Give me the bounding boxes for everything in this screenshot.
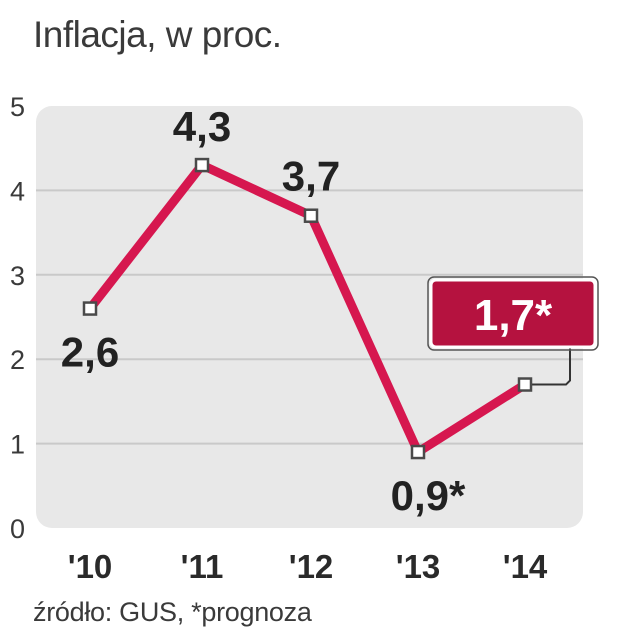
data-point-marker bbox=[517, 377, 533, 392]
y-tick-label: 0 bbox=[10, 514, 25, 544]
data-label: 3,7 bbox=[282, 153, 340, 200]
chart-title: Inflacja, w proc. bbox=[33, 14, 282, 55]
x-tick-label: '14 bbox=[503, 548, 548, 585]
plot-background bbox=[36, 106, 583, 528]
y-tick-label: 1 bbox=[10, 430, 25, 460]
highlight-box bbox=[429, 278, 597, 349]
data-point-marker bbox=[303, 208, 319, 223]
y-axis: 0 1 2 3 4 5 bbox=[10, 92, 25, 544]
y-tick-label: 5 bbox=[10, 92, 25, 122]
data-label: 4,3 bbox=[173, 103, 231, 150]
data-point-marker bbox=[82, 301, 98, 316]
data-label-highlight: 1,7* bbox=[474, 291, 553, 340]
x-tick-label: '12 bbox=[289, 548, 334, 585]
source-note: źródło: GUS, *prognoza bbox=[33, 597, 312, 627]
y-tick-label: 3 bbox=[10, 261, 25, 291]
callout-connector-layer bbox=[531, 347, 571, 386]
x-tick-label: '10 bbox=[68, 548, 113, 585]
data-label: 2,6 bbox=[61, 329, 119, 376]
data-point-marker bbox=[194, 157, 210, 173]
x-tick-label: '11 bbox=[181, 548, 224, 585]
highlight-callout: 1,7* bbox=[427, 276, 599, 351]
data-label: 0,9* bbox=[391, 472, 466, 519]
marker-layer bbox=[82, 157, 533, 460]
x-axis: '10 '11 '12 '13 '14 bbox=[68, 548, 548, 585]
y-tick-label: 2 bbox=[10, 345, 25, 375]
y-tick-label: 4 bbox=[10, 176, 25, 206]
data-point-marker bbox=[410, 444, 426, 460]
grid-layer bbox=[36, 189, 583, 445]
callout-connector bbox=[531, 347, 571, 386]
x-tick-label: '13 bbox=[396, 548, 441, 585]
data-label-layer: 2,6 4,3 3,7 0,9* 1,7* bbox=[61, 103, 599, 519]
highlight-box-outline bbox=[427, 276, 599, 351]
